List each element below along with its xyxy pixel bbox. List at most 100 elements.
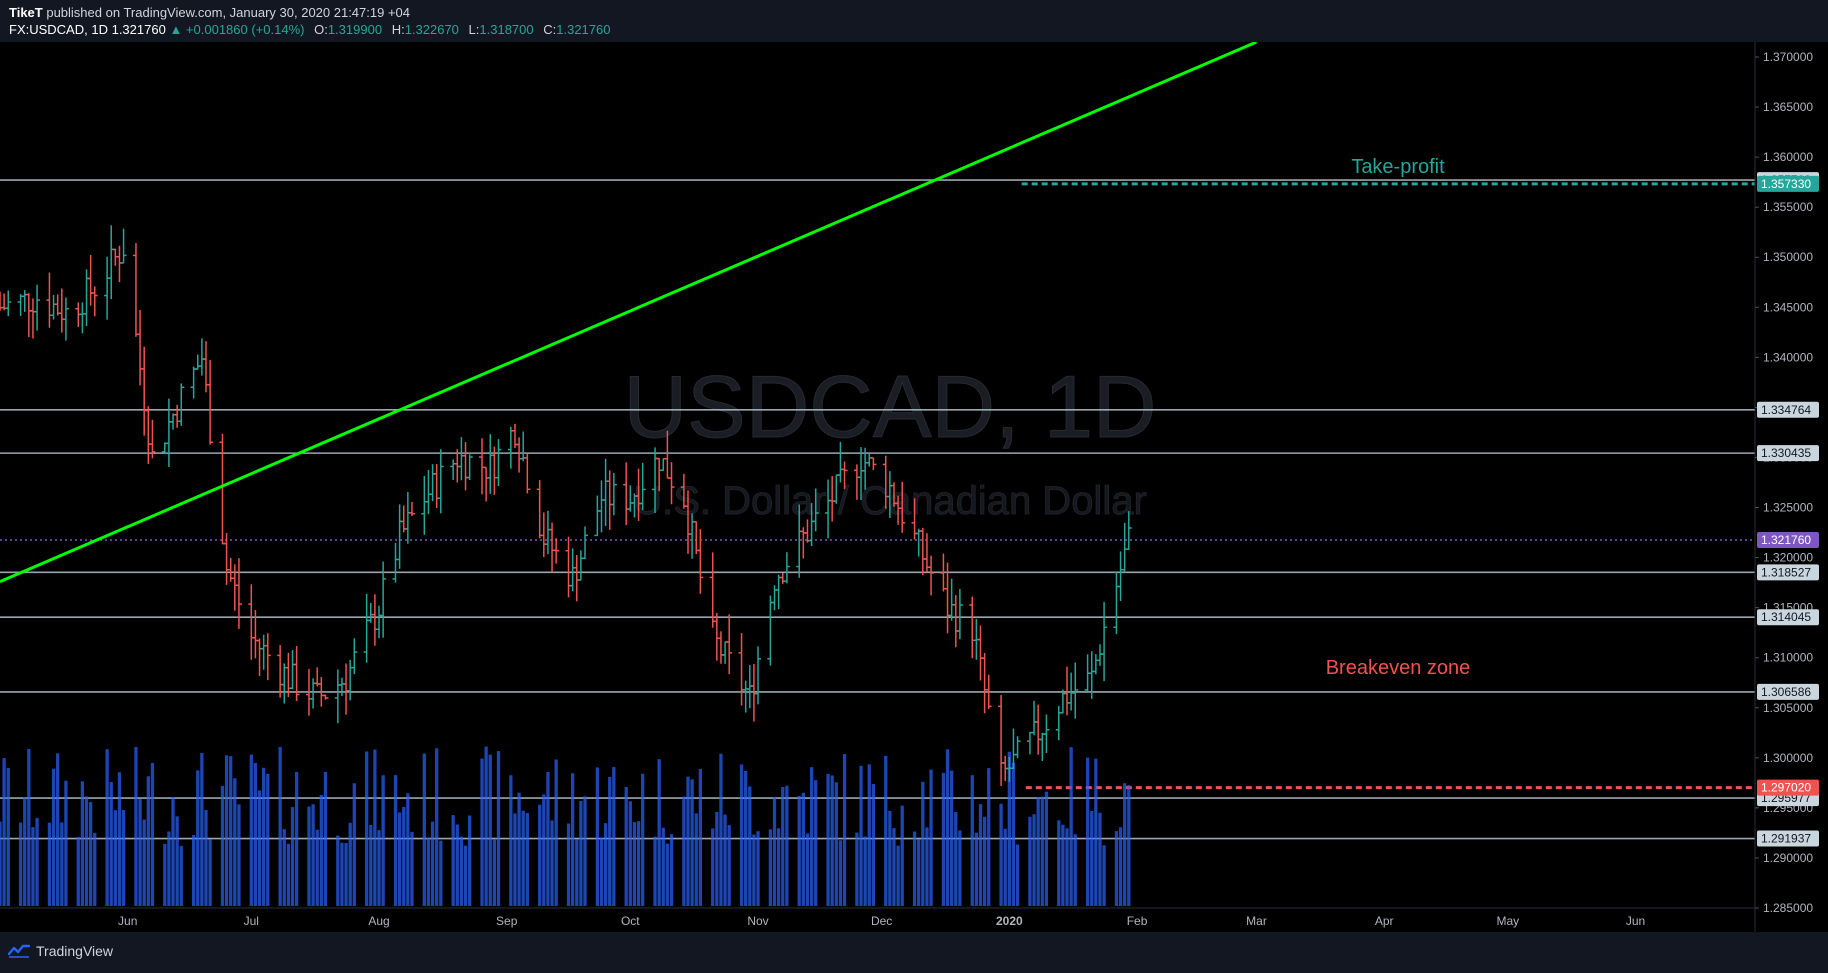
ohlc-bar [1014,736,1021,759]
ohlc-bar [466,454,473,480]
volume-bar [1032,814,1036,906]
symbol-name[interactable]: FX:USDCAD, 1D [9,22,108,37]
volume-bar [797,795,801,906]
level-price-tag: 1.306586 [1757,683,1819,700]
level-price-tag: 1.334764 [1757,401,1819,418]
volume-bar [715,811,719,906]
volume-bar [31,827,35,906]
ohlc-bar [351,638,358,675]
volume-bar [900,805,904,906]
volume-bar [1007,751,1011,906]
level-price-tag: 1.314045 [1757,609,1819,626]
level-price-tag-text: 1.318527 [1761,565,1811,579]
volume-bar [566,823,571,906]
volume-bar [521,810,525,906]
volume-bar [698,768,702,906]
time-tick-label: Aug [368,914,389,928]
volume-bar [517,792,521,906]
volume-bar [200,752,204,906]
time-axis[interactable]: Jun Jul Aug Sep Oct Nov Dec 2020 Feb Mar Apr May Jun [118,914,1645,928]
volume-bar [542,794,546,906]
author-name[interactable]: TikeT [9,5,43,20]
volume-bar [727,825,731,906]
trendline-layer [0,42,1258,584]
volume-bar [47,822,52,906]
ohlc-bar [178,383,185,426]
ohlc-bar [755,646,762,705]
time-tick-label: Jul [244,914,259,928]
volume-bar [220,785,225,906]
level-price-tag-text: 1.306586 [1761,685,1811,699]
symbol-legend: FX:USDCAD, 1D 1.321760 ▲ +0.001860 (+0.1… [9,22,610,37]
volume-bar [513,813,517,906]
volume-bar [171,797,175,906]
volume-bar [134,746,138,906]
volume-bar [311,804,315,906]
volume-bar [1011,762,1016,906]
volume-bar [941,772,946,906]
ohlc-bar [91,286,98,317]
volume-bar [435,748,439,906]
volume-bar [970,775,974,906]
volume-bar [1028,816,1032,906]
price-chart[interactable]: USDCAD, 1D U.S. Dollar / Canadian Dollar… [0,42,1828,932]
volume-bar [871,783,876,906]
time-tick-label: Jun [1626,914,1645,928]
volume-bar [492,839,497,906]
volume-bar [84,796,89,906]
volume-bar [917,839,921,906]
volume-bar [117,772,122,906]
volume-bar [772,797,777,906]
ohlc-bar [783,552,790,584]
price-tick-label: 1.360000 [1763,150,1813,164]
volume-bar [237,804,241,906]
volume-bar [365,751,369,906]
take-profit-label: Take-profit [1351,156,1445,178]
ohlc-bar [437,449,444,514]
ohlc-bar [34,284,41,331]
ohlc-bar [380,561,387,638]
ohlc-bar [1101,601,1108,682]
price-tick-label: 1.320000 [1763,551,1813,565]
volume-bar [410,831,414,906]
volume-bar [249,754,253,906]
volume-bar [838,840,843,906]
volume-bar [175,816,179,906]
volume-bar [669,834,674,906]
volume-bar [525,813,529,906]
price-tick-label: 1.340000 [1763,350,1813,364]
volume-bar [496,751,501,906]
volume-bar [113,810,117,906]
volume-bar [661,827,665,906]
volume-bar [612,766,616,906]
ohlc-bar [812,488,819,532]
volume-bar [463,845,468,906]
low-label: L: [468,22,480,37]
volume-bar [1094,758,1098,906]
volume-bar [138,799,142,906]
volume-bar [1114,831,1119,906]
ohlc-bar [264,633,271,681]
volume-bar [628,801,632,906]
volume-bar [167,831,171,906]
volume-bar [945,749,950,906]
volume-bar [570,773,575,906]
ohlc-bar [956,589,963,640]
volume-bar [204,810,208,906]
ohlc-bar [322,694,329,700]
horizontal-levels [0,179,1755,840]
brand[interactable]: TradingView [8,943,113,959]
ohlc-bar [207,360,214,445]
ohlc-bar [62,297,69,341]
volume-bar [1015,844,1020,906]
close-value: 1.321760 [556,22,611,37]
volume-bar [636,821,641,906]
volume-bar [377,830,381,906]
volume-bar [262,767,266,906]
volume-bar [694,813,698,906]
volume-bar [307,806,311,906]
volume-bar [744,770,748,906]
level-price-tag-bg [1757,564,1819,581]
volume-bar [805,833,810,906]
volume-bar [286,843,291,906]
